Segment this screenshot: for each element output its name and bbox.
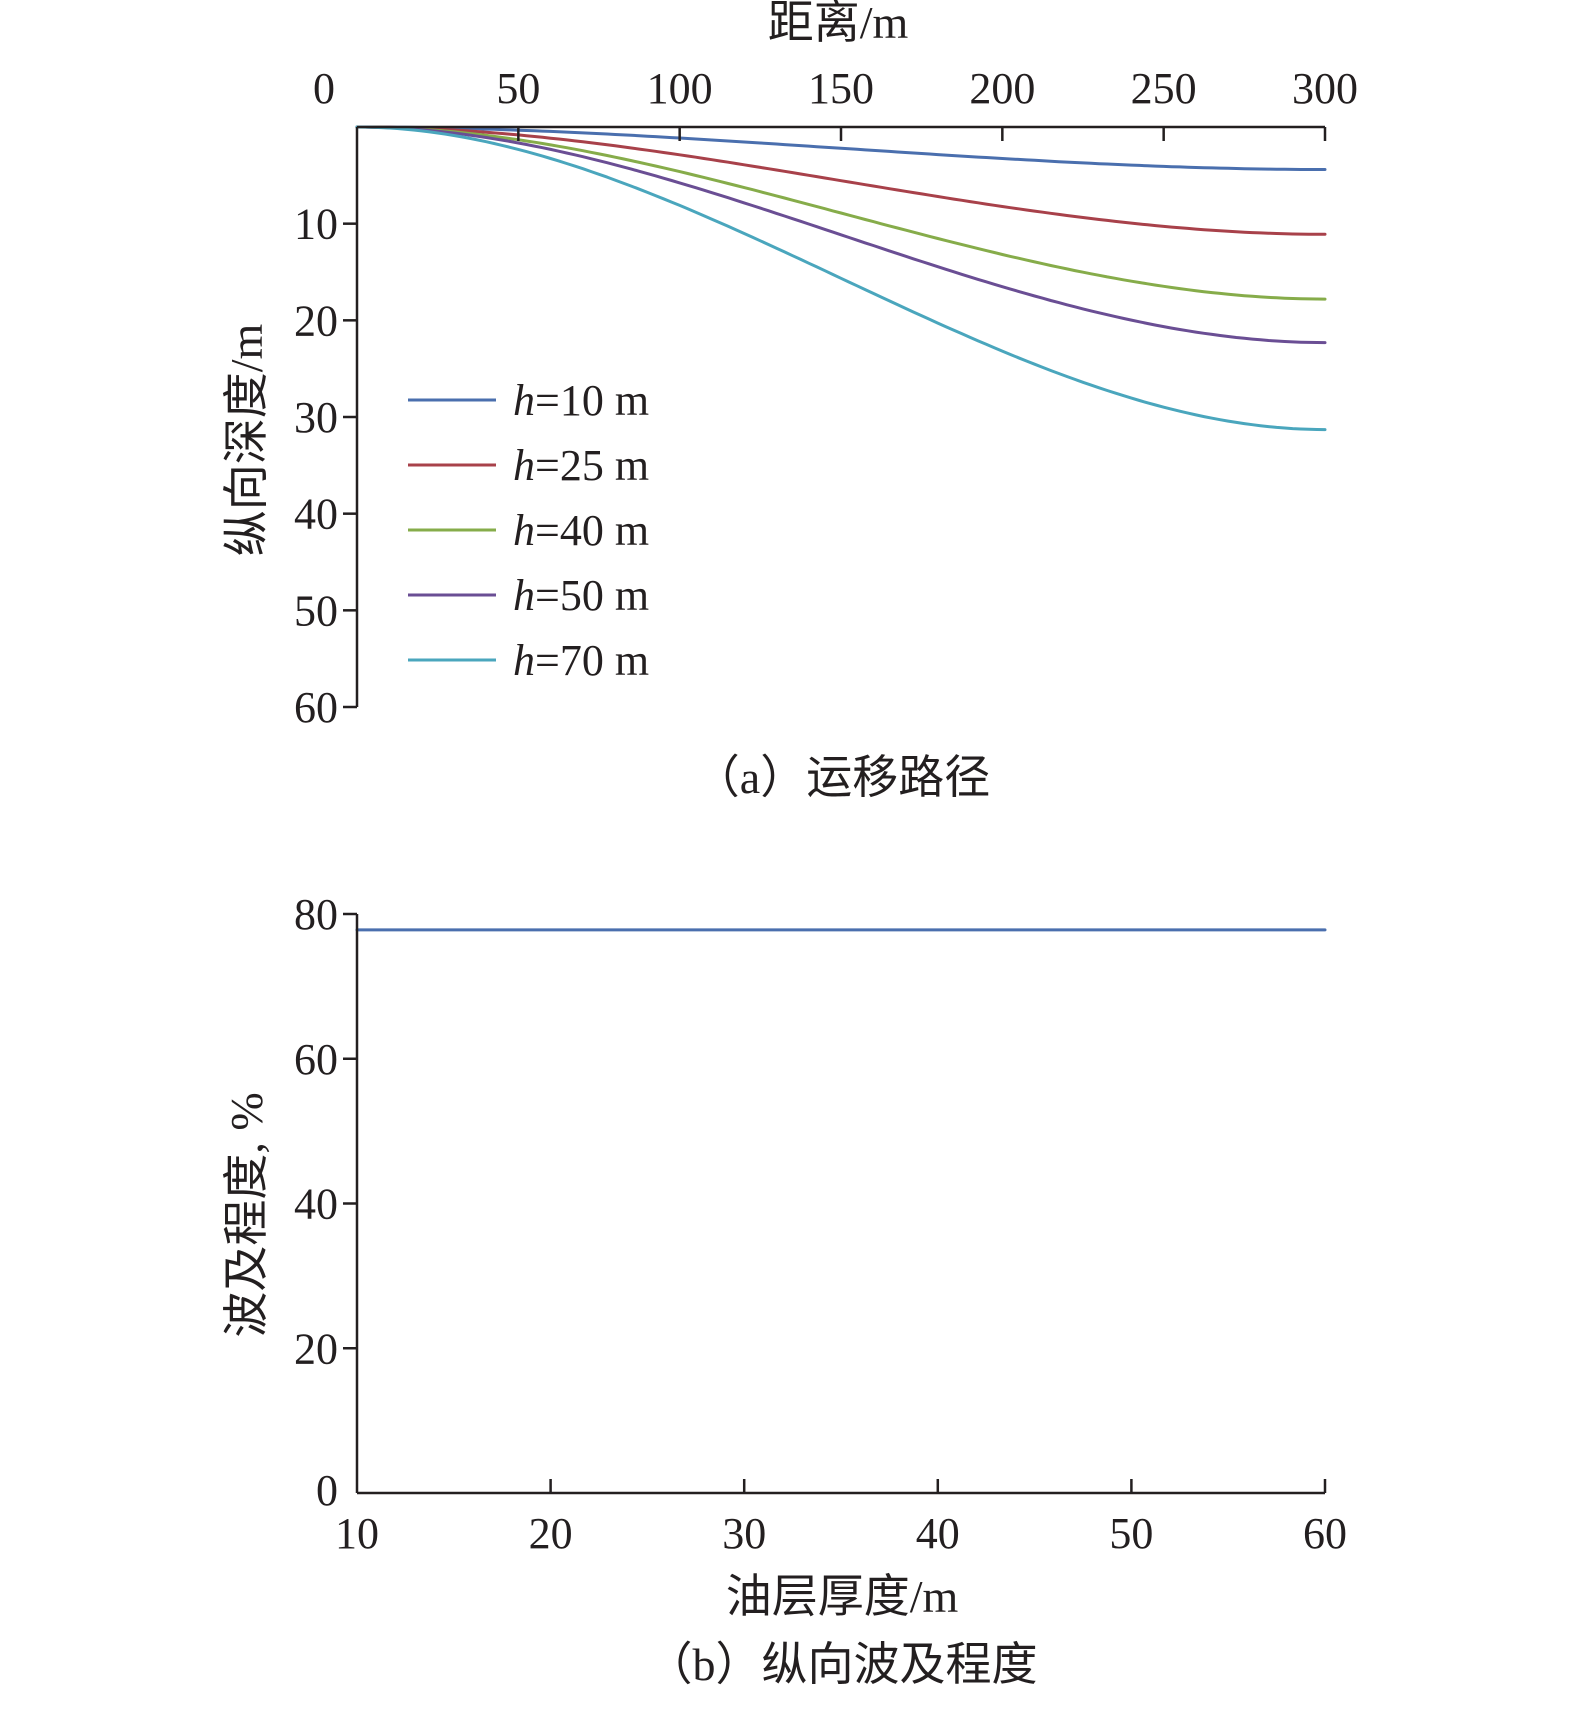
panel-a-y-tick-label: 20 bbox=[294, 296, 338, 345]
panel-a-x-tick-label: 0 bbox=[313, 64, 335, 113]
panel-a-x-tick-label: 50 bbox=[496, 64, 540, 113]
panel-a-legend: h=10 m h=25 m h=40 m h=50 m h=70 m bbox=[408, 376, 649, 685]
panel-b-caption: （b）纵向波及程度 bbox=[647, 1639, 1038, 1690]
panel-b-y-ticks: 0 20 40 60 80 bbox=[294, 890, 338, 1515]
panel-a-series-line bbox=[355, 125, 1327, 345]
panel-a-y-tick-label: 40 bbox=[294, 490, 338, 539]
panel-a-x-tick-label: 100 bbox=[647, 64, 713, 113]
panel-a-x-tick-label: 250 bbox=[1131, 64, 1197, 113]
panel-a-y-tick-label: 30 bbox=[294, 393, 338, 442]
panel-b-y-tick-label: 20 bbox=[294, 1324, 338, 1373]
panel-b-x-tick-label: 30 bbox=[722, 1509, 766, 1558]
legend-label: h=50 m bbox=[513, 571, 649, 620]
panel-a-y-axis-title: 纵向深度/m bbox=[221, 324, 272, 557]
panel-a-series bbox=[355, 125, 1327, 432]
panel-b-y-tick-label: 60 bbox=[294, 1035, 338, 1084]
panel-a-y-tick-label: 60 bbox=[294, 683, 338, 732]
panel-b-y-tick-label: 40 bbox=[294, 1180, 338, 1229]
panel-b-y-tick-label: 0 bbox=[316, 1466, 338, 1515]
panel-a-axes bbox=[343, 125, 1327, 709]
panel-b-x-axis-title: 油层厚度/m bbox=[726, 1571, 959, 1622]
panel-a-x-axis-title: 距离/m bbox=[768, 0, 909, 48]
legend-label: h=25 m bbox=[513, 441, 649, 490]
panel-b-x-tick-label: 10 bbox=[335, 1509, 379, 1558]
panel-a-x-tick-label: 200 bbox=[969, 64, 1035, 113]
legend-label: h=10 m bbox=[513, 376, 649, 425]
panel-a-y-ticks: 10 20 30 40 50 60 bbox=[294, 200, 338, 732]
legend-label: h=70 m bbox=[513, 636, 649, 685]
panel-b-x-tick-label: 20 bbox=[529, 1509, 573, 1558]
legend-label: h=40 m bbox=[513, 506, 649, 555]
panel-b-x-tick-label: 40 bbox=[916, 1509, 960, 1558]
panel-a-x-tick-label: 300 bbox=[1292, 64, 1358, 113]
panel-b-x-tick-label: 50 bbox=[1109, 1509, 1153, 1558]
panel-a-caption: （a）运移路径 bbox=[694, 752, 990, 803]
panel-b-sweep-degree: 0 20 40 60 80 10 20 30 40 50 60 波及程度, % 油层厚度/m （b… bbox=[221, 890, 1347, 1690]
panel-b-axes bbox=[343, 912, 1327, 1495]
panel-a-series-line bbox=[355, 125, 1327, 432]
panel-a-series-line bbox=[355, 125, 1327, 236]
panel-a-migration-path: 距离/m 0 50 100 150 200 250 300 10 20 30 40 50 60 纵向深… bbox=[221, 0, 1358, 803]
panel-b-x-tick-label: 60 bbox=[1303, 1509, 1347, 1558]
panel-a-x-tick-label: 150 bbox=[808, 64, 874, 113]
panel-b-x-ticks: 10 20 30 40 50 60 bbox=[335, 1509, 1347, 1558]
panel-a-x-ticks: 0 50 100 150 200 250 300 bbox=[313, 64, 1358, 113]
panel-b-y-tick-label: 80 bbox=[294, 890, 338, 939]
panel-a-y-tick-label: 10 bbox=[294, 200, 338, 249]
panel-b-y-axis-title: 波及程度, % bbox=[221, 1092, 272, 1337]
panel-a-y-tick-label: 50 bbox=[294, 586, 338, 635]
panel-a-series-line bbox=[355, 125, 1327, 301]
